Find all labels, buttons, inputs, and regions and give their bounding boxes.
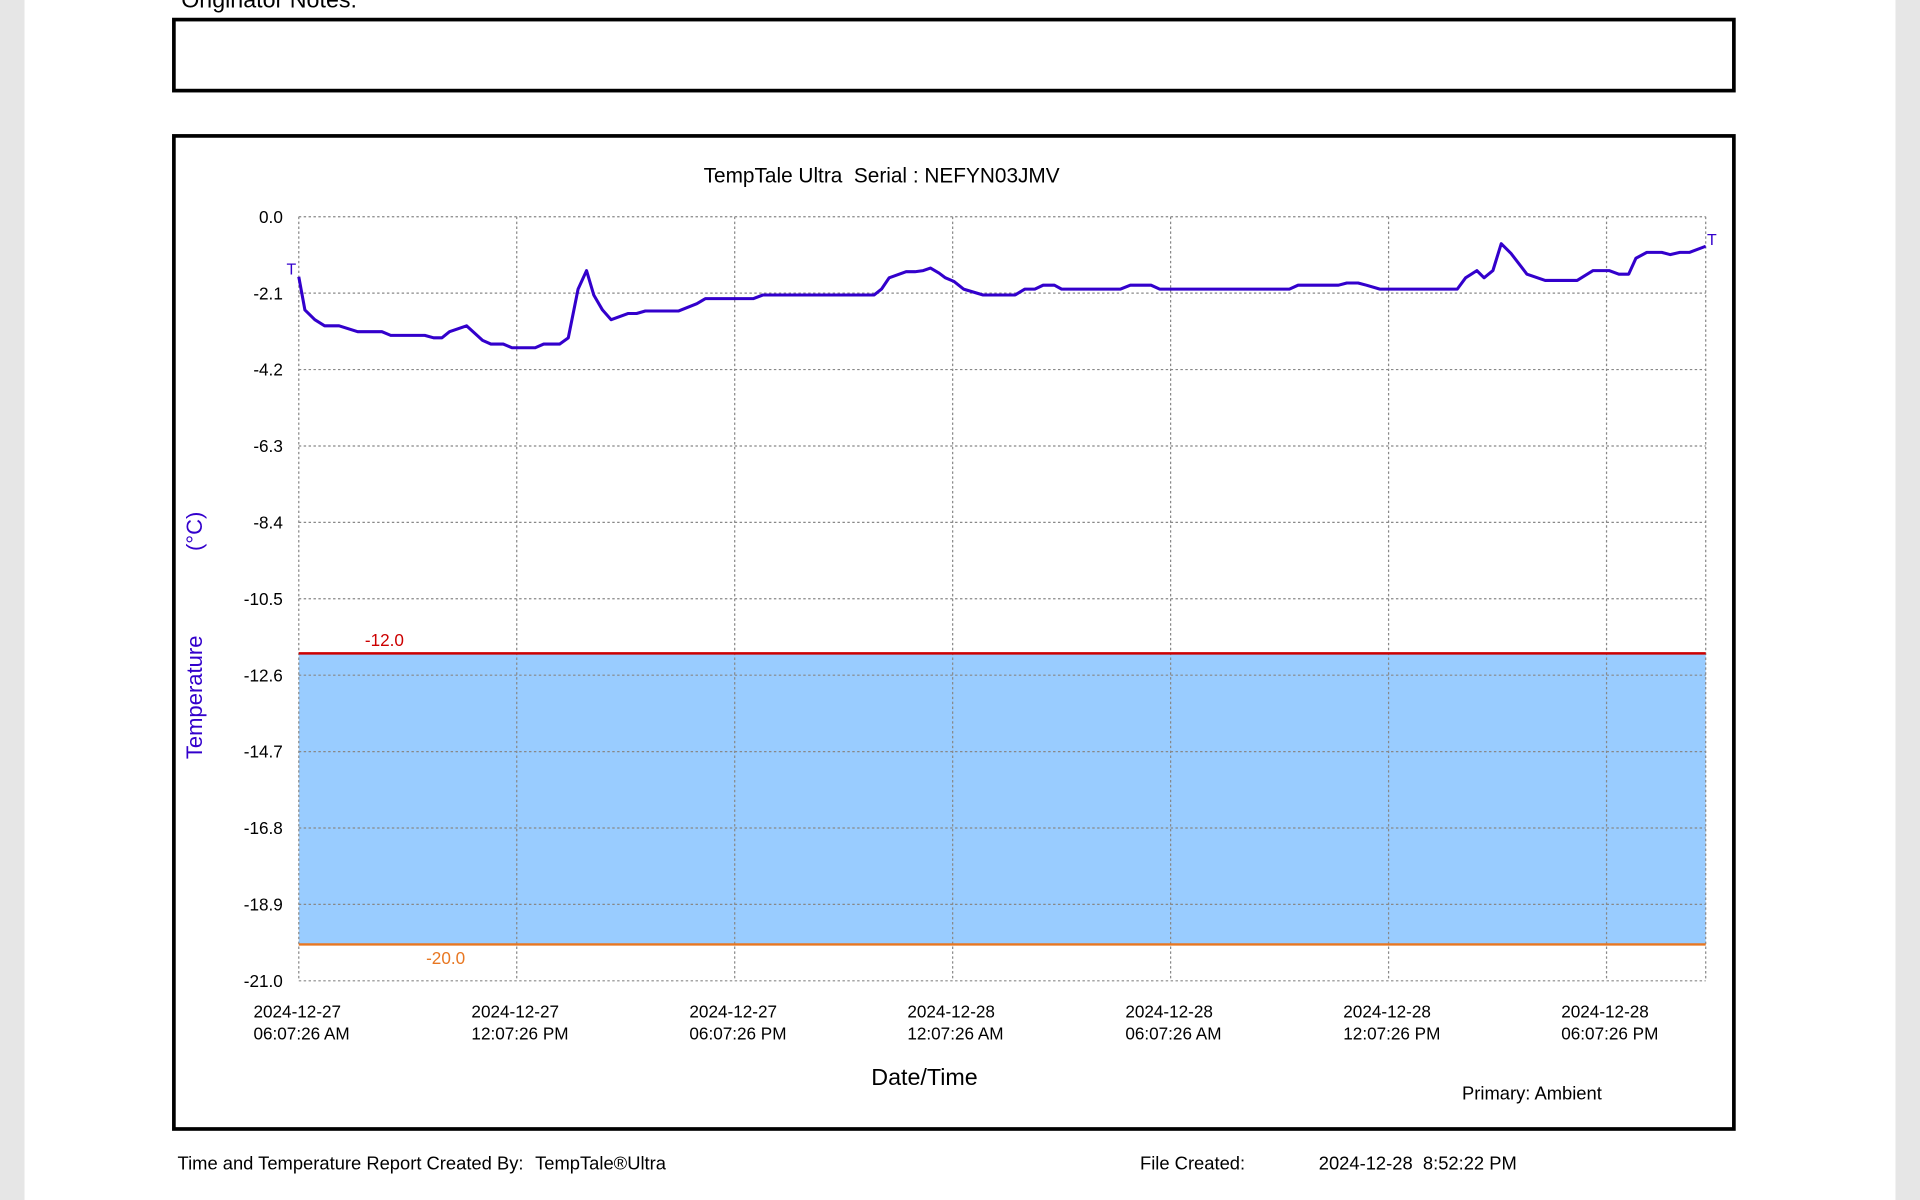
chart-frame — [172, 134, 1736, 1131]
y-tick-label: -16.8 — [244, 818, 283, 838]
data-line — [297, 242, 1707, 350]
notes-box — [172, 17, 1736, 93]
x-tick-label: 2024-12-27 12:07:26 PM — [471, 1002, 568, 1044]
chart-title: TempTale Ultra Serial : NEFYN03JMV — [704, 164, 1060, 187]
y-tick-label: -21.0 — [244, 971, 283, 991]
y-tick-label: -6.3 — [253, 436, 283, 456]
y-tick-label: -10.5 — [244, 589, 283, 609]
x-tick-label: 2024-12-28 06:07:26 AM — [1125, 1002, 1221, 1044]
y-axis-unit: (°C) — [182, 512, 207, 551]
x-tick-label: 2024-12-27 06:07:26 PM — [689, 1002, 786, 1044]
x-tick-label: 2024-12-27 06:07:26 AM — [253, 1002, 349, 1044]
notes-label: Originator Notes: — [181, 0, 357, 12]
x-axis-label: Date/Time — [871, 1064, 977, 1090]
start-marker: T — [287, 261, 297, 278]
y-tick-label: -14.7 — [244, 742, 283, 762]
threshold-label: -20.0 — [426, 948, 465, 968]
x-tick-label: 2024-12-28 12:07:26 PM — [1343, 1002, 1440, 1044]
footer-file-created: 2024-12-28 8:52:22 PM — [1319, 1152, 1517, 1173]
footer-product: TempTale®Ultra — [535, 1152, 667, 1173]
y-tick-label: -4.2 — [253, 360, 283, 380]
y-tick-label: -18.9 — [244, 895, 283, 915]
footer-file-created-label: File Created: — [1140, 1152, 1245, 1173]
threshold-label: -12.0 — [365, 630, 404, 650]
x-tick-label: 2024-12-28 12:07:26 AM — [907, 1002, 1003, 1044]
end-marker: T — [1707, 232, 1717, 249]
y-axis-label: Temperature — [182, 635, 207, 759]
footer-created-by: Time and Temperature Report Created By: — [178, 1152, 524, 1173]
y-tick-label: -12.6 — [244, 665, 283, 685]
legend-entry: Primary: Ambient — [1462, 1083, 1602, 1104]
y-tick-label: -8.4 — [253, 512, 283, 532]
x-tick-label: 2024-12-28 06:07:26 PM — [1561, 1002, 1658, 1044]
y-tick-label: -2.1 — [253, 283, 283, 303]
page-sheet — [24, 0, 1896, 1200]
acceptable-band — [298, 653, 1706, 945]
y-tick-label: 0.0 — [259, 207, 283, 227]
